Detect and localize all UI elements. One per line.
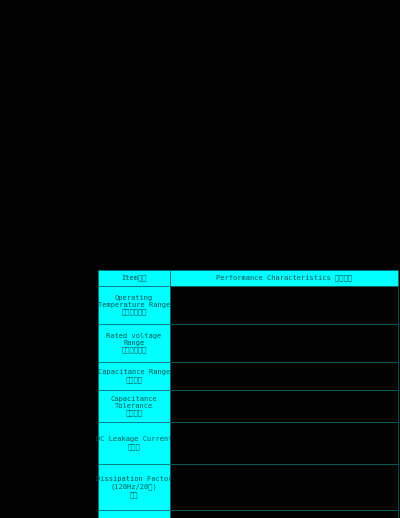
Text: Performance Characteristics 使用特性: Performance Characteristics 使用特性	[216, 275, 352, 281]
Text: Rated voltage
Range
额定电压范围: Rated voltage Range 额定电压范围	[106, 333, 162, 353]
Bar	[170, 286, 398, 324]
Text: Operating
Temperature Range
使用温度范围: Operating Temperature Range 使用温度范围	[98, 295, 170, 315]
Bar	[170, 464, 398, 510]
Bar	[170, 422, 398, 464]
Bar	[98, 286, 170, 324]
Bar	[98, 270, 170, 286]
Bar	[170, 324, 398, 362]
Bar	[98, 324, 170, 362]
Text: Item项目: Item项目	[121, 275, 147, 281]
Bar	[98, 362, 170, 390]
Bar	[98, 390, 170, 422]
Bar	[98, 510, 170, 518]
Bar	[170, 362, 398, 390]
Text: Dissipation Factor
(120Hz/20℃)
捕耗: Dissipation Factor (120Hz/20℃) 捕耗	[96, 477, 172, 498]
Bar	[98, 422, 170, 464]
Bar	[170, 270, 398, 286]
Bar	[98, 464, 170, 510]
Bar	[170, 390, 398, 422]
Text: Capacitance
Tolerance
容量偏差: Capacitance Tolerance 容量偏差	[111, 396, 157, 416]
Text: DC Leakage Current
漏电流: DC Leakage Current 漏电流	[96, 436, 172, 450]
Text: Capacitance Range
容量范围: Capacitance Range 容量范围	[98, 369, 170, 383]
Bar	[170, 510, 398, 518]
